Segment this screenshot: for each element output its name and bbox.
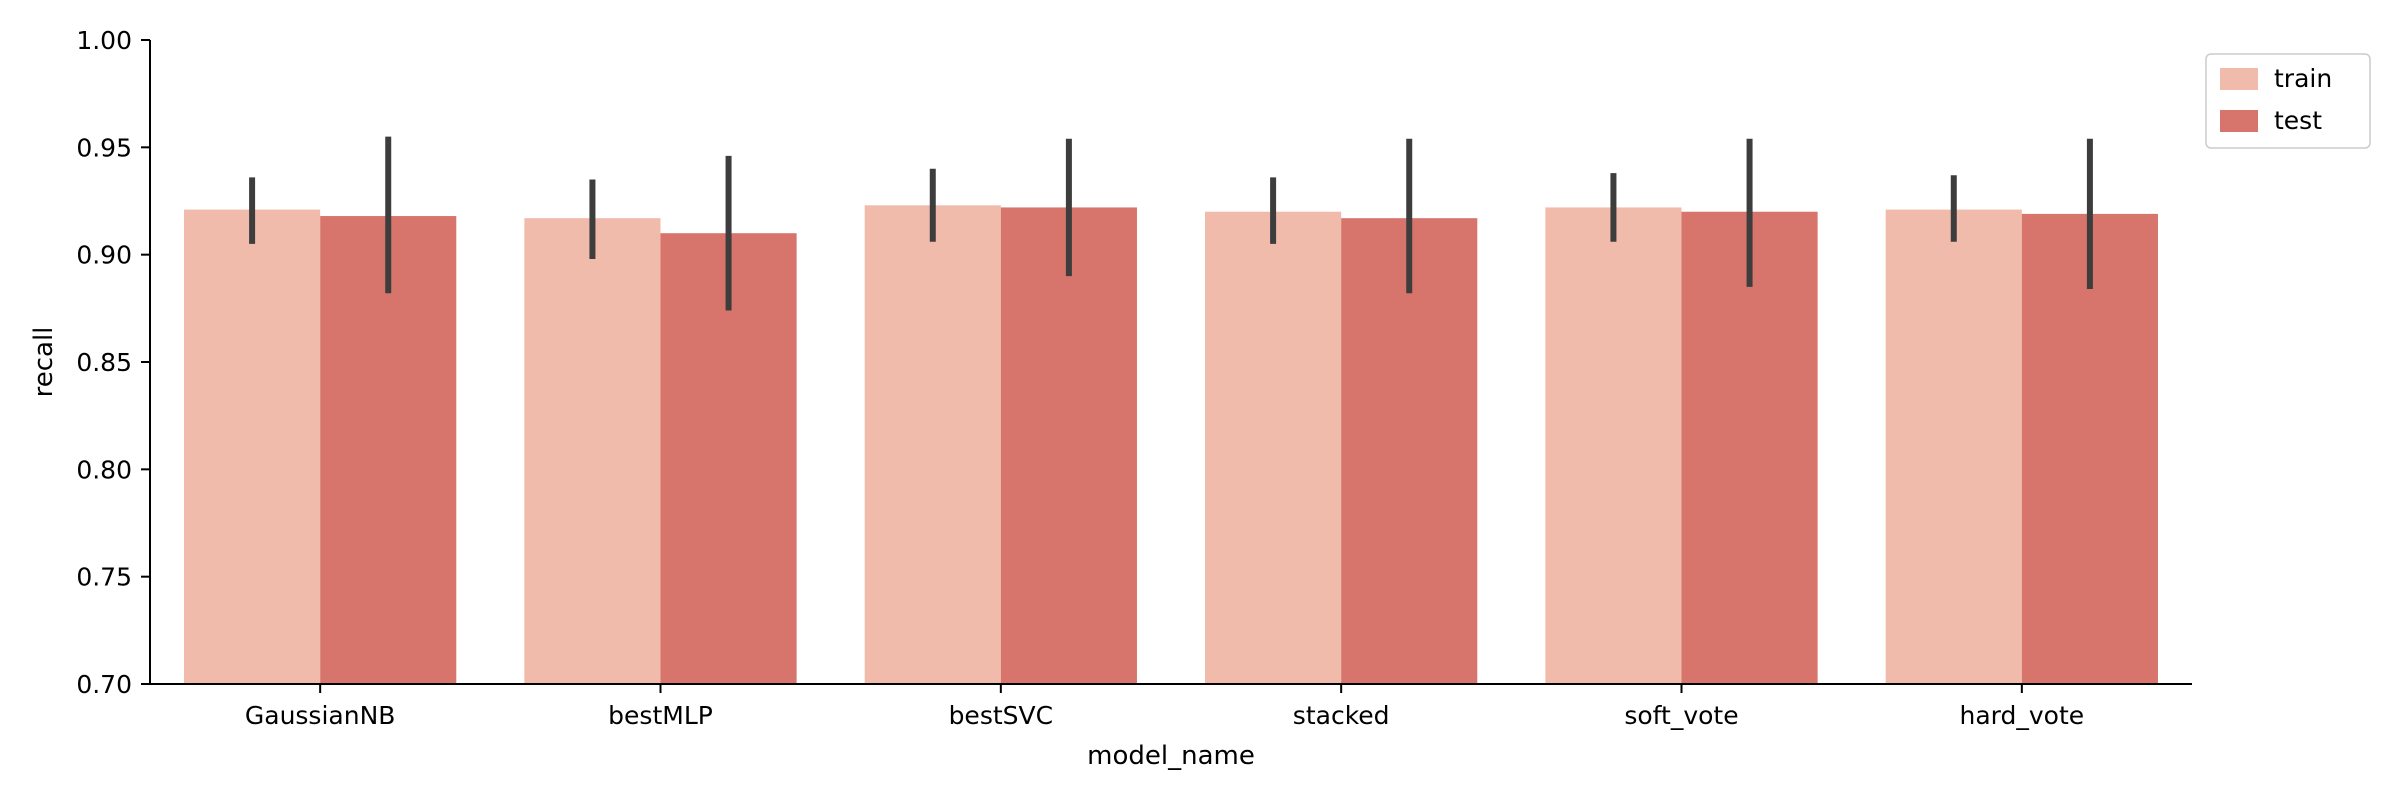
bar-train-hard_vote [1885, 209, 2022, 684]
bar-train-GaussianNB [184, 209, 321, 684]
x-tick-label: bestMLP [608, 701, 713, 730]
y-tick-label: 0.90 [76, 241, 132, 270]
y-tick-label: 1.00 [76, 26, 132, 55]
x-tick-label: GaussianNB [245, 701, 396, 730]
y-tick-label: 0.80 [76, 455, 132, 484]
y-tick-label: 0.95 [76, 133, 132, 162]
bar-test-GaussianNB [320, 216, 457, 684]
errorbars-layer [249, 136, 2093, 311]
bar-train-bestMLP [524, 218, 661, 684]
bar-test-hard_vote [2021, 213, 2158, 684]
x-axis-title: model_name [1087, 741, 1255, 771]
bar-test-stacked [1341, 218, 1478, 684]
bar-train-bestSVC [864, 205, 1001, 684]
legend: train test [2205, 53, 2371, 149]
y-axis-title: recall [29, 327, 59, 398]
y-tick-label: 0.70 [76, 670, 132, 699]
x-tick-label: bestSVC [949, 701, 1054, 730]
bar-train-stacked [1205, 211, 1342, 684]
legend-label-test: test [2274, 106, 2322, 135]
x-ticks: GaussianNB bestMLP bestSVC stacked soft_vote… [245, 684, 2084, 730]
y-tick-label: 0.75 [76, 563, 132, 592]
bar-test-bestSVC [1000, 207, 1137, 684]
bar-test-soft_vote [1681, 211, 1818, 684]
legend-swatch-train [2220, 68, 2258, 90]
bars-layer [184, 205, 2158, 684]
y-tick-label: 0.85 [76, 348, 132, 377]
legend-label-train: train [2274, 64, 2332, 93]
legend-swatch-test [2220, 110, 2258, 132]
x-tick-label: stacked [1293, 701, 1390, 730]
x-tick-label: soft_vote [1624, 701, 1738, 730]
bar-train-soft_vote [1545, 207, 1682, 684]
y-ticks: 0.70 0.75 0.80 0.85 0.90 0.95 1.00 [76, 26, 150, 699]
x-tick-label: hard_vote [1960, 701, 2085, 730]
